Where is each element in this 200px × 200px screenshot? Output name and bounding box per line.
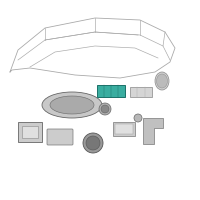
Polygon shape xyxy=(143,118,163,144)
Circle shape xyxy=(86,136,100,150)
Bar xyxy=(97,85,125,97)
Bar xyxy=(18,122,42,142)
Circle shape xyxy=(83,133,103,153)
Bar xyxy=(113,122,135,136)
Bar xyxy=(22,126,38,138)
Circle shape xyxy=(101,105,109,113)
Ellipse shape xyxy=(156,74,168,88)
Ellipse shape xyxy=(155,72,169,90)
Ellipse shape xyxy=(50,96,94,114)
Ellipse shape xyxy=(42,92,102,118)
Circle shape xyxy=(134,114,142,122)
FancyBboxPatch shape xyxy=(47,129,73,145)
Bar xyxy=(130,87,152,97)
Circle shape xyxy=(99,103,111,115)
Bar xyxy=(115,124,133,134)
